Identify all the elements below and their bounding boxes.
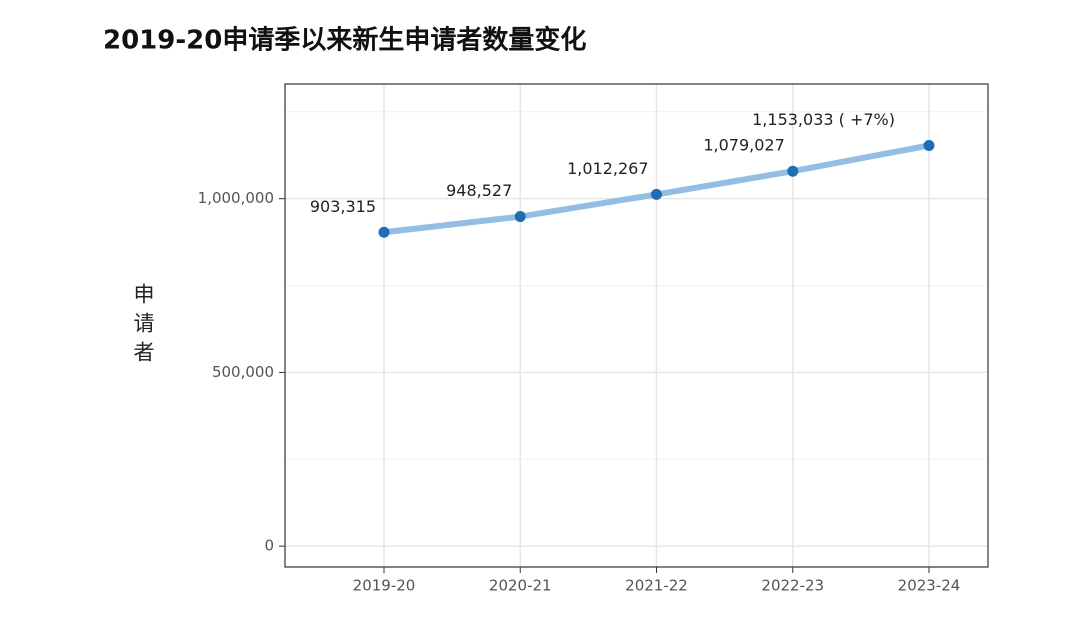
y-tick-label: 500,000 [212, 363, 274, 381]
data-point [787, 165, 799, 177]
data-label: 948,527 [446, 181, 512, 200]
data-label: 903,315 [310, 197, 376, 216]
x-tick-label: 2020-21 [489, 577, 552, 595]
data-point [651, 188, 662, 200]
x-tick-label: 2023-24 [898, 577, 961, 595]
x-tick-label: 2019-20 [353, 577, 416, 595]
data-point [514, 211, 526, 223]
data-point [923, 139, 935, 151]
data-label: 1,079,027 [703, 136, 784, 155]
data-label: 1,012,267 [567, 159, 648, 178]
data-point [378, 226, 390, 238]
y-tick-label: 0 [264, 537, 274, 555]
y-tick-label: 1,000,000 [198, 189, 274, 207]
y-axis-label: 申请者 [131, 283, 155, 370]
x-tick-label: 2021-22 [625, 577, 688, 595]
x-tick-label: 2022-23 [761, 577, 824, 595]
data-label: 1,153,033 ( +7%) [752, 110, 895, 129]
plot-border [284, 83, 989, 568]
chart-title: 2019-20申请季以来新生申请者数量变化 [103, 25, 586, 56]
